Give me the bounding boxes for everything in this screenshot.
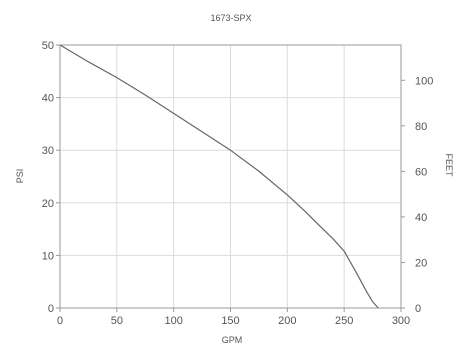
x-tick-label-3: 150 xyxy=(221,315,239,327)
x-tick-label-1: 50 xyxy=(111,315,123,327)
chart-title: 1673-SPX xyxy=(210,13,251,23)
y2-tick-label-4: 80 xyxy=(415,121,427,133)
x-tick-label-0: 0 xyxy=(57,315,63,327)
y-axis-right-ticks: 0 20 40 60 80 100 xyxy=(401,75,433,315)
x-axis-title: GPM xyxy=(222,335,243,345)
y-tick-label-0: 0 xyxy=(48,303,54,315)
y2-tick-label-2: 40 xyxy=(415,212,427,224)
x-tick-label-6: 300 xyxy=(392,315,410,327)
x-tick-label-2: 100 xyxy=(164,315,182,327)
y-tick-label-3: 30 xyxy=(42,145,54,157)
y-tick-label-1: 10 xyxy=(42,250,54,262)
y2-tick-label-0: 0 xyxy=(415,303,421,315)
y-axis-right-title: FEET xyxy=(444,153,454,177)
series-line-pump-curve xyxy=(59,44,379,309)
y-tick-label-4: 40 xyxy=(42,93,54,105)
grid-lines xyxy=(60,45,401,308)
y-axis-left-title: PSI xyxy=(15,169,25,184)
x-axis-ticks: 0 50 100 150 200 250 300 xyxy=(57,308,410,327)
y2-tick-label-5: 100 xyxy=(415,75,433,87)
y2-tick-label-1: 20 xyxy=(415,257,427,269)
y-tick-label-2: 20 xyxy=(42,198,54,210)
y2-tick-label-3: 60 xyxy=(415,166,427,178)
x-tick-label-4: 200 xyxy=(278,315,296,327)
x-tick-label-5: 250 xyxy=(335,315,353,327)
y-tick-label-5: 50 xyxy=(42,40,54,52)
y-axis-left-ticks: 0 10 20 30 40 50 xyxy=(42,40,60,315)
